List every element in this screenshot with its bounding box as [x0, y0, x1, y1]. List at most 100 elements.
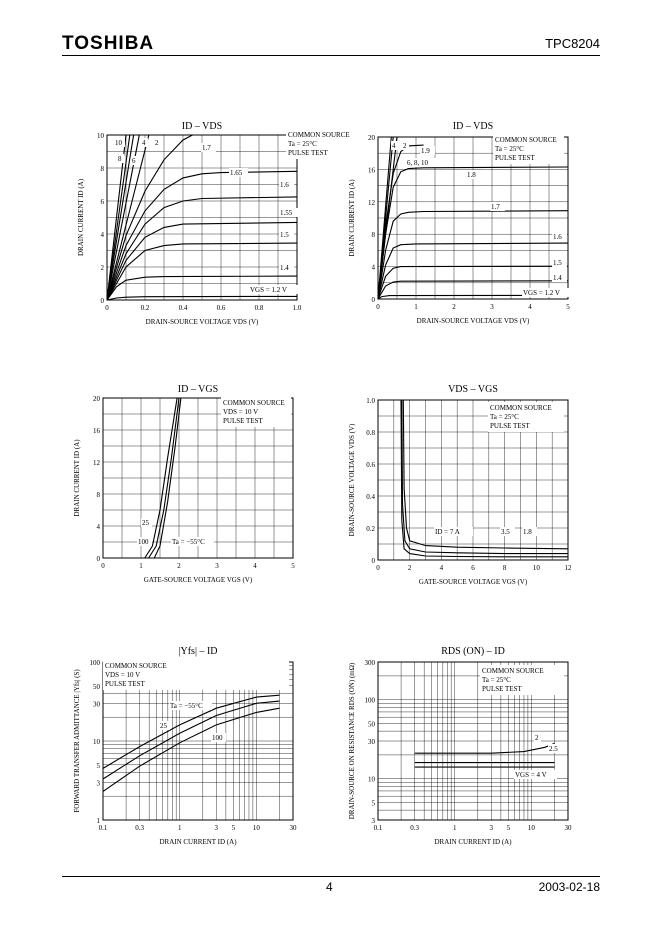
- x-axis-label: DRAIN-SOURCE VOLTAGE VDS (V): [417, 317, 530, 325]
- series-label: 2: [535, 734, 539, 742]
- annotation-bg: [552, 232, 567, 241]
- series-line: [377, 166, 569, 300]
- y-tick-label: 10: [368, 776, 376, 784]
- legend-line: PULSE TEST: [482, 685, 522, 693]
- chart-title: ID – VDS: [182, 121, 222, 132]
- annotation-bg: [534, 733, 541, 742]
- legend-line: PULSE TEST: [288, 149, 328, 157]
- plot-frame: [102, 397, 294, 559]
- annotation-bg: [420, 146, 435, 155]
- y-axis-label: DRAIN CURRENT ID (A): [77, 178, 85, 256]
- series-line: [402, 399, 569, 550]
- y-tick-label: 6: [101, 198, 105, 206]
- series-label: 1.5: [553, 259, 562, 267]
- x-tick-label: 12: [565, 564, 573, 572]
- x-tick-label: 0.3: [410, 824, 419, 832]
- y-tick-label: 12: [93, 459, 101, 467]
- y-tick-label: 4: [97, 523, 101, 531]
- x-tick-label: 8: [503, 564, 507, 572]
- annotation-bg: [114, 138, 125, 147]
- series-line: [106, 196, 298, 301]
- x-tick-label: 5: [507, 824, 511, 832]
- legend-line: COMMON SOURCE: [288, 131, 350, 139]
- plot-frame: [377, 399, 569, 561]
- x-tick-label: 3: [490, 303, 494, 311]
- x-tick-label: 3: [490, 824, 494, 832]
- part-number: TPC8204: [545, 36, 600, 51]
- x-axis-label: GATE-SOURCE VOLTAGE VGS (V): [144, 576, 253, 584]
- y-tick-label: 100: [90, 659, 101, 667]
- chart-title: RDS (ON) – ID: [441, 646, 505, 657]
- x-tick-label: 1: [139, 562, 143, 570]
- x-tick-label: 4: [440, 564, 444, 572]
- series-label: 25: [160, 722, 168, 730]
- series-label: 2: [155, 139, 159, 147]
- y-tick-label: 4: [372, 264, 376, 272]
- chart-title: ID – VDS: [453, 121, 493, 132]
- legend-line: COMMON SOURCE: [490, 404, 552, 412]
- x-tick-label: 0.6: [217, 304, 226, 312]
- y-tick-label: 16: [93, 427, 101, 435]
- x-tick-label: 5: [291, 562, 295, 570]
- y-axis-label: FORWARD TRANSFER ADMITTANCE |Yfs| (S): [73, 669, 81, 813]
- annotation-bg: [552, 273, 567, 282]
- y-tick-label: 50: [93, 683, 101, 691]
- legend-line: VDS = 10 V: [223, 408, 258, 416]
- chart-title: |Yfs| – ID: [179, 646, 218, 657]
- series-label: 1.4: [553, 274, 562, 282]
- series-line: [377, 210, 569, 300]
- x-tick-label: 5: [566, 303, 570, 311]
- series-line: [153, 397, 182, 559]
- y-tick-label: 0.8: [366, 429, 375, 437]
- x-tick-label: 0.8: [255, 304, 264, 312]
- series-line: [106, 242, 298, 301]
- series-line: [106, 134, 135, 301]
- series-line: [401, 399, 568, 555]
- legend-line: COMMON SOURCE: [495, 136, 557, 144]
- y-tick-label: 8: [372, 231, 376, 239]
- annotation-bg: [279, 208, 298, 217]
- annotation-bg: [490, 202, 505, 211]
- series-label: 2.5: [549, 745, 558, 753]
- plot-frame: [377, 136, 569, 300]
- x-tick-label: 10: [253, 824, 261, 832]
- y-tick-label: 0.4: [366, 493, 375, 501]
- legend-box: [286, 129, 356, 159]
- series-label: VGS = 1.2 V: [250, 286, 287, 294]
- annotation-bg: [522, 527, 537, 536]
- series-line: [102, 694, 280, 769]
- y-axis-label: DRAIN CURRENT ID (A): [348, 179, 356, 257]
- y-tick-label: 5: [372, 799, 376, 807]
- y-tick-label: 10: [93, 738, 101, 746]
- series-label: ID = 7 A: [435, 528, 460, 536]
- series-label: 1.6: [553, 233, 562, 241]
- footer-rule: [62, 876, 600, 877]
- x-axis-label: GATE-SOURCE VOLTAGE VGS (V): [419, 578, 528, 586]
- x-tick-label: 0: [101, 562, 105, 570]
- series-line: [377, 242, 569, 300]
- annotation-bg: [171, 537, 214, 546]
- series-line: [377, 144, 424, 300]
- chart-vds-vgs: VDS – VGS 0 2 4 6 8 10 12 0 0.2 0.4 0.6 0.8 1.0 GATE-S…: [348, 384, 573, 586]
- y-tick-label: 20: [93, 395, 101, 403]
- x-axis-label: DRAIN CURRENT ID (A): [159, 838, 237, 846]
- y-tick-label: 10: [97, 132, 105, 140]
- y-tick-label: 5: [97, 762, 101, 770]
- x-axis-label: DRAIN-SOURCE VOLTAGE VDS (V): [146, 318, 259, 326]
- plot-frame: [106, 134, 298, 301]
- series-line: [148, 397, 180, 559]
- annotation-bg: [211, 733, 226, 742]
- series-label: 1.8: [467, 171, 476, 179]
- annotation-bg: [402, 141, 409, 150]
- x-tick-label: 5: [232, 824, 236, 832]
- header-rule: [62, 55, 600, 56]
- legend-line: Ta = 25°C: [482, 676, 511, 684]
- y-tick-label: 50: [368, 720, 376, 728]
- y-tick-label: 30: [93, 700, 101, 708]
- chart-rdson-id: RDS (ON) – ID 0.1 0.3 1 3 5 10 30 3 5 10 30 50 100 300…: [348, 646, 572, 846]
- annotation-bg: [249, 285, 300, 294]
- annotation-bg: [406, 158, 441, 167]
- annotation-bg: [201, 143, 216, 152]
